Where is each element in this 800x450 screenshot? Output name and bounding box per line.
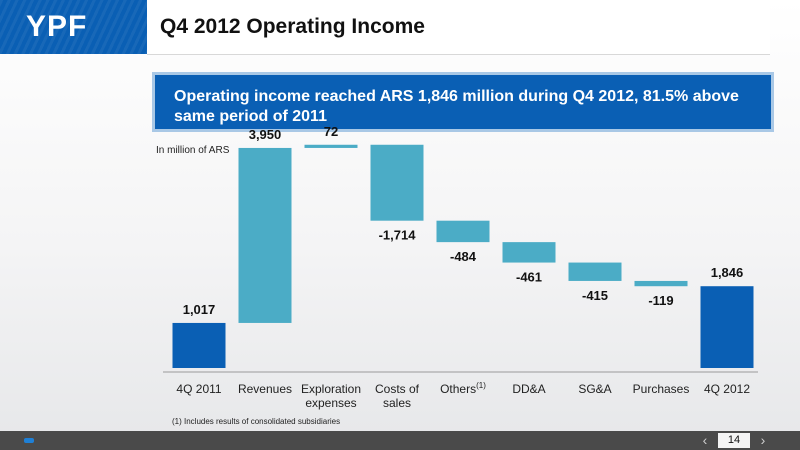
category-label-3: Costs of sales <box>375 382 420 410</box>
category-label-5: DD&A <box>512 382 545 396</box>
page-title: Q4 2012 Operating Income <box>160 15 425 38</box>
value-label-7: -119 <box>648 293 673 308</box>
value-label-1: 3,950 <box>249 127 282 142</box>
value-label-2: 72 <box>324 124 338 139</box>
bar-4 <box>436 220 490 243</box>
bar-2 <box>304 144 358 148</box>
footer-bar: ‹ 14 › <box>0 431 800 450</box>
bar-1 <box>238 147 292 323</box>
value-label-6: -415 <box>582 288 608 303</box>
header: YPF Q4 2012 Operating Income <box>0 0 800 55</box>
footer-mark <box>24 438 34 443</box>
logo: YPF <box>0 0 147 54</box>
bar-5 <box>502 242 556 263</box>
bar-3 <box>370 144 424 221</box>
highlight-callout: Operating income reached ARS 1,846 milli… <box>152 72 774 132</box>
value-labels: 1,017 3,950 72 -1,714 -484 -461 -415 -119 1,846 <box>183 124 744 317</box>
category-label-7: Purchases <box>633 382 690 396</box>
unit-label: In million of ARS <box>156 145 230 156</box>
bar-0 <box>172 322 226 368</box>
value-label-4: -484 <box>450 249 477 264</box>
bar-8 <box>700 286 754 368</box>
category-label-6: SG&A <box>578 382 611 396</box>
category-label-4: Others(1) <box>440 381 486 396</box>
category-labels: 4Q 2011 Revenues Exploration expenses Costs … <box>176 381 750 410</box>
page-number: 14 <box>718 433 750 448</box>
category-label-1: Revenues <box>238 382 292 396</box>
bar-6 <box>568 262 622 281</box>
logo-text: YPF <box>26 10 88 43</box>
chevron-left-icon[interactable]: ‹ <box>702 432 708 448</box>
value-label-5: -461 <box>516 270 542 285</box>
value-label-0: 1,017 <box>183 302 216 317</box>
footnote: (1) Includes results of consolidated sub… <box>172 417 341 426</box>
chevron-right-icon[interactable]: › <box>760 432 766 448</box>
value-label-8: 1,846 <box>711 265 744 280</box>
value-label-3: -1,714 <box>379 228 417 243</box>
title-bar: Q4 2012 Operating Income <box>147 0 770 55</box>
category-label-0: 4Q 2011 <box>176 382 221 396</box>
bar-7 <box>634 280 688 287</box>
category-label-2: Exploration expenses <box>301 382 361 410</box>
category-label-8: 4Q 2012 <box>704 382 750 396</box>
bars <box>172 144 754 368</box>
callout-text: Operating income reached ARS 1,846 milli… <box>174 88 739 125</box>
